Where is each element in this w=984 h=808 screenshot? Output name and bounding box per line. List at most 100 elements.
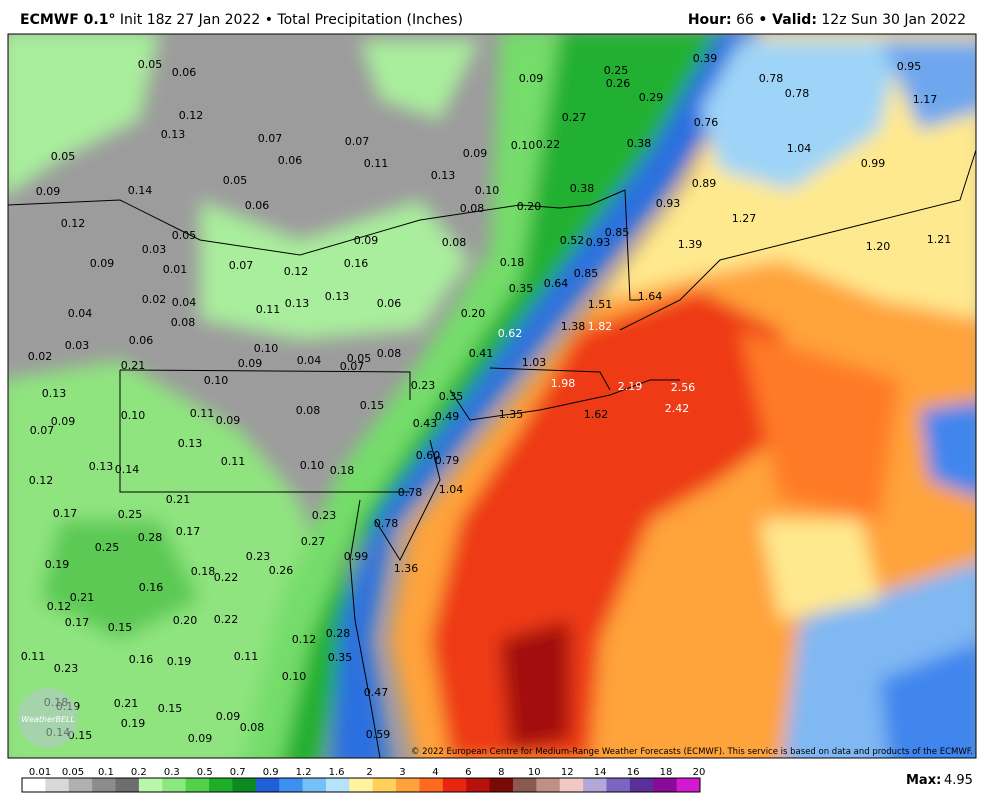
colorbar-label: 8	[498, 767, 504, 778]
precip-label: 0.13	[42, 387, 67, 400]
precip-label: 1.35	[499, 408, 524, 421]
precip-label: 0.07	[258, 132, 283, 145]
precip-label: 0.78	[785, 87, 810, 100]
precip-label: 0.09	[463, 147, 488, 160]
precip-label: 0.18	[191, 565, 216, 578]
precip-label: 0.07	[30, 424, 55, 437]
colorbar-swatch	[396, 778, 420, 792]
precip-label: 0.21	[70, 591, 95, 604]
precip-label: 0.11	[234, 650, 259, 663]
precip-label: 2.56	[671, 381, 696, 394]
colorbar-label: 0.2	[131, 767, 147, 778]
precip-label: 0.17	[65, 616, 90, 629]
max-value: 4.95	[944, 773, 973, 788]
precip-label: 0.05	[172, 229, 197, 242]
colorbar-label: 0.5	[197, 767, 213, 778]
precip-label: 0.93	[656, 197, 681, 210]
precip-label: 0.04	[172, 296, 197, 309]
colorbar-label: 0.01	[29, 767, 51, 778]
precip-label: 0.10	[254, 342, 279, 355]
precip-label: 0.25	[95, 541, 120, 554]
colorbar-label: 10	[528, 767, 541, 778]
precip-label: 0.17	[53, 507, 78, 520]
precip-label: 0.20	[173, 614, 198, 627]
colorbar-swatch	[68, 778, 93, 792]
precip-label: 1.38	[561, 320, 586, 333]
colorbar-swatch	[45, 778, 70, 792]
precip-label: 1.03	[522, 356, 547, 369]
precip-label: 1.17	[913, 93, 938, 106]
precip-label: 0.12	[29, 474, 54, 487]
precip-label: 0.22	[214, 571, 239, 584]
precip-label: 0.08	[240, 721, 265, 734]
precip-label: 0.22	[214, 613, 239, 626]
precip-label: 0.76	[694, 116, 719, 129]
precip-label: 0.09	[238, 357, 263, 370]
precip-label: 1.82	[588, 320, 613, 333]
colorbar-swatch	[559, 778, 584, 792]
precip-label: 0.43	[413, 417, 438, 430]
hour-label: Hour:	[687, 12, 732, 28]
precip-label: 0.12	[61, 217, 86, 230]
precip-label: 0.13	[161, 128, 186, 141]
precip-label: 0.09	[36, 185, 61, 198]
precip-label: 0.09	[354, 234, 379, 247]
colorbar-swatch	[606, 778, 631, 792]
init: Init 18z 27 Jan 2022 • Total Precipitati…	[119, 12, 463, 28]
max-label: Max:	[906, 773, 941, 788]
precip-label: 0.78	[398, 486, 423, 499]
precip-label: 0.99	[861, 157, 886, 170]
precip-label: 0.28	[138, 531, 163, 544]
precip-label: 0.29	[639, 91, 664, 104]
precip-label: 0.10	[300, 459, 325, 472]
colorbar-label: 4	[432, 767, 438, 778]
precip-label: 0.08	[171, 316, 196, 329]
precip-label: 0.08	[460, 202, 485, 215]
precip-label: 0.16	[139, 581, 164, 594]
precip-label: 0.35	[328, 651, 353, 664]
precip-label: 0.11	[221, 455, 246, 468]
precip-label: 1.04	[439, 483, 464, 496]
colorbar-swatch	[185, 778, 210, 792]
precip-label: 0.78	[374, 517, 399, 530]
precip-field	[8, 34, 976, 758]
precip-label: 0.18	[330, 464, 355, 477]
precip-label: 1.39	[678, 238, 703, 251]
precip-label: 0.21	[114, 697, 139, 710]
precip-label: 0.11	[256, 303, 281, 316]
precip-label: 0.78	[759, 72, 784, 85]
precip-label: 0.12	[292, 633, 317, 646]
precip-label: 0.03	[65, 339, 90, 352]
precip-label: 0.05	[223, 174, 248, 187]
precip-label: 0.17	[176, 525, 201, 538]
header-left: ECMWF 0.1° Init 18z 27 Jan 2022 • Total …	[20, 12, 463, 28]
precip-label: 0.08	[442, 236, 467, 249]
precip-label: 0.41	[469, 347, 494, 360]
hour: 66	[736, 12, 754, 28]
precip-label: 0.08	[377, 347, 402, 360]
colorbar-swatch	[466, 778, 491, 792]
colorbar-label: 12	[561, 767, 574, 778]
precip-label: 0.13	[89, 460, 114, 473]
precip-label: 1.62	[584, 408, 609, 421]
colorbar-label: 0.05	[62, 767, 84, 778]
precip-label: 0.04	[68, 307, 93, 320]
colorbar-label: 20	[693, 767, 706, 778]
precip-label: 0.21	[121, 359, 146, 372]
precip-label: 0.02	[142, 293, 167, 306]
colorbar-swatch	[349, 778, 374, 792]
precip-label: 0.09	[519, 72, 544, 85]
colorbar-label: 14	[594, 767, 607, 778]
precip-label: 0.39	[693, 52, 718, 65]
precip-label: 0.11	[190, 407, 215, 420]
precip-label: 0.06	[278, 154, 303, 167]
precip-label: 0.09	[51, 415, 76, 428]
header-right: Hour: 66 • Valid: 12z Sun 30 Jan 2022	[688, 12, 966, 28]
precip-label: 0.03	[142, 243, 167, 256]
precip-label: 0.26	[606, 77, 631, 90]
precip-label: 0.85	[574, 267, 599, 280]
precip-label: 0.10	[204, 374, 229, 387]
precip-label: 1.36	[394, 562, 419, 575]
valid-label: • Valid:	[758, 12, 817, 28]
precip-label: 0.18	[500, 256, 525, 269]
